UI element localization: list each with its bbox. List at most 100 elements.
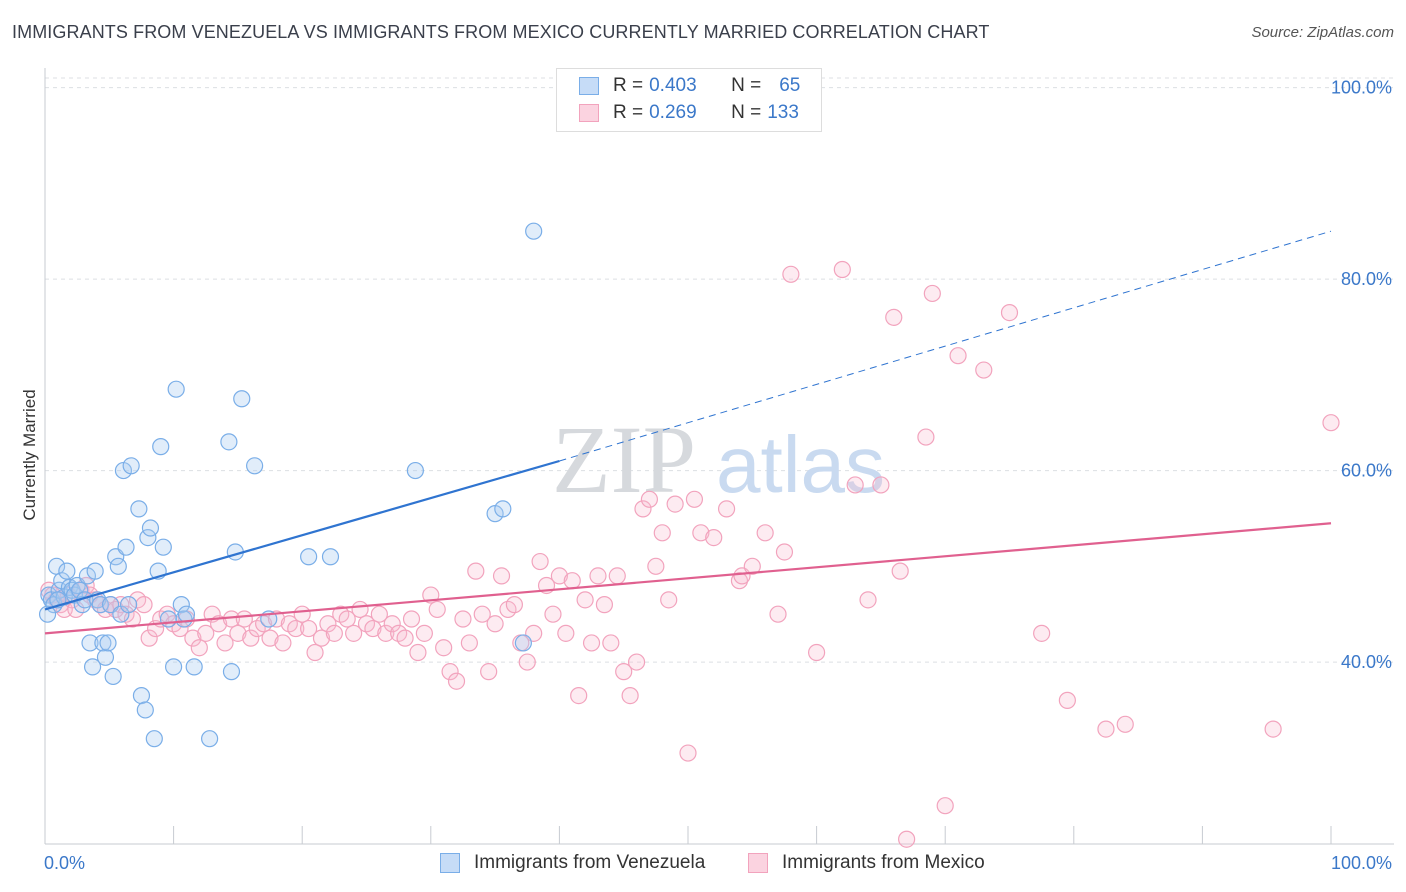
venezuela-point (406, 461, 424, 480)
bottom-legend-swatch-venezuela (440, 853, 460, 873)
x-tick-label-min: 0.0% (44, 853, 85, 873)
bottom-legend-label-venezuela: Immigrants from Venezuela (474, 852, 706, 873)
venezuela-point (172, 596, 190, 614)
mexico-point (415, 624, 433, 642)
mexico-point (531, 552, 549, 571)
mexico-point (775, 543, 794, 561)
trend-lines (44, 230, 1332, 635)
mexico-point (140, 629, 158, 647)
mexico-point (627, 653, 646, 671)
legend-r-label: R = (613, 102, 644, 123)
mexico-trend-line (44, 522, 1332, 635)
legend-swatch-venezuela (579, 77, 599, 95)
x-tick-label-max: 100.0% (1331, 853, 1392, 873)
legend-r-value: 0.403 (649, 75, 697, 96)
mexico-point (370, 605, 388, 623)
mexico-point (544, 605, 562, 623)
venezuela-point (99, 634, 117, 652)
mexico-point (480, 663, 498, 681)
mexico-point (428, 600, 446, 619)
mexico-point (602, 634, 620, 652)
venezuela-point (222, 663, 241, 681)
source-label: Source: ZipAtlas.com (1251, 24, 1394, 41)
mexico-point (782, 265, 800, 283)
mexico-point (550, 567, 569, 585)
venezuela-point (38, 605, 57, 623)
mexico-point (846, 476, 864, 494)
mexico-point (1058, 691, 1076, 709)
mexico-point (312, 629, 331, 647)
mexico-point (576, 591, 594, 609)
venezuela-point (525, 222, 543, 240)
legend-n-value: 65 (779, 75, 801, 96)
mexico-point (1097, 720, 1115, 738)
mexico-point (621, 686, 639, 705)
bottom-legend-label-mexico: Immigrants from Mexico (782, 852, 985, 873)
y-tick-label: 60.0% (1341, 461, 1392, 481)
mexico-point (383, 615, 401, 633)
mexico-point (608, 567, 626, 585)
mexico-point (1116, 715, 1134, 733)
mexico-point (338, 610, 356, 628)
grid-lines (45, 77, 1394, 663)
mexico-point (261, 629, 279, 647)
mexico-point (679, 744, 697, 762)
mexico-point (634, 500, 652, 518)
legend-r-value: 0.269 (649, 102, 697, 123)
mexico-point (351, 600, 369, 619)
venezuela-point (159, 610, 178, 628)
mexico-point (518, 653, 536, 671)
mexico-point (730, 572, 749, 590)
mexico-point (685, 490, 704, 508)
mexico-point (319, 615, 337, 633)
mexico-point (917, 428, 935, 446)
mexico-point (660, 591, 678, 609)
venezuela-point (117, 538, 135, 556)
y-tick-label: 80.0% (1341, 269, 1392, 289)
chart-title: IMMIGRANTS FROM VENEZUELA VS IMMIGRANTS … (12, 22, 990, 42)
mexico-point (756, 524, 774, 542)
venezuela-point (233, 390, 251, 408)
venezuela-point (132, 686, 151, 705)
venezuela-point (96, 648, 115, 666)
mexico-point (717, 500, 736, 518)
mexico-point (557, 624, 575, 642)
mexico-point (435, 639, 453, 657)
mexico-point (975, 361, 993, 379)
mexico-point (274, 634, 292, 652)
mexico-point (184, 629, 202, 647)
venezuela-point (246, 457, 264, 475)
bottom-legend-swatch-mexico (748, 853, 768, 873)
venezuela-point (152, 438, 170, 456)
venezuela-point (86, 562, 104, 580)
venezuela-point (201, 730, 219, 748)
mexico-point (364, 619, 382, 638)
mexico-point (647, 557, 665, 575)
mexico-point (859, 591, 877, 609)
mexico-point (923, 284, 941, 303)
venezuela-point (139, 528, 157, 547)
mexico-point (287, 619, 305, 638)
mexico-point (563, 572, 581, 590)
mexico-point (460, 634, 478, 652)
watermark-atlas: atlas (716, 420, 885, 509)
venezuela-point (109, 557, 127, 575)
mexico-point (505, 596, 523, 614)
mexico-point (216, 634, 234, 652)
legend-n-value: 133 (767, 102, 799, 123)
mexico-point (255, 615, 273, 633)
mexico-point (171, 619, 189, 638)
mexico-point (1264, 720, 1282, 738)
correlation-legend: R = 0.403 N = 65 R = 0.269 N = 133 (556, 68, 822, 132)
venezuela-point (94, 634, 112, 652)
venezuela-point (83, 658, 102, 676)
legend-swatch-mexico (579, 104, 599, 122)
venezuela-point (167, 380, 185, 398)
venezuela-point (104, 667, 122, 686)
mexico-point (653, 524, 671, 542)
venezuela-trend-extension (559, 230, 1332, 462)
y-tick-label: 100.0% (1331, 78, 1392, 98)
watermark-zip: ZIP (552, 406, 696, 513)
mexico-point (229, 624, 247, 642)
